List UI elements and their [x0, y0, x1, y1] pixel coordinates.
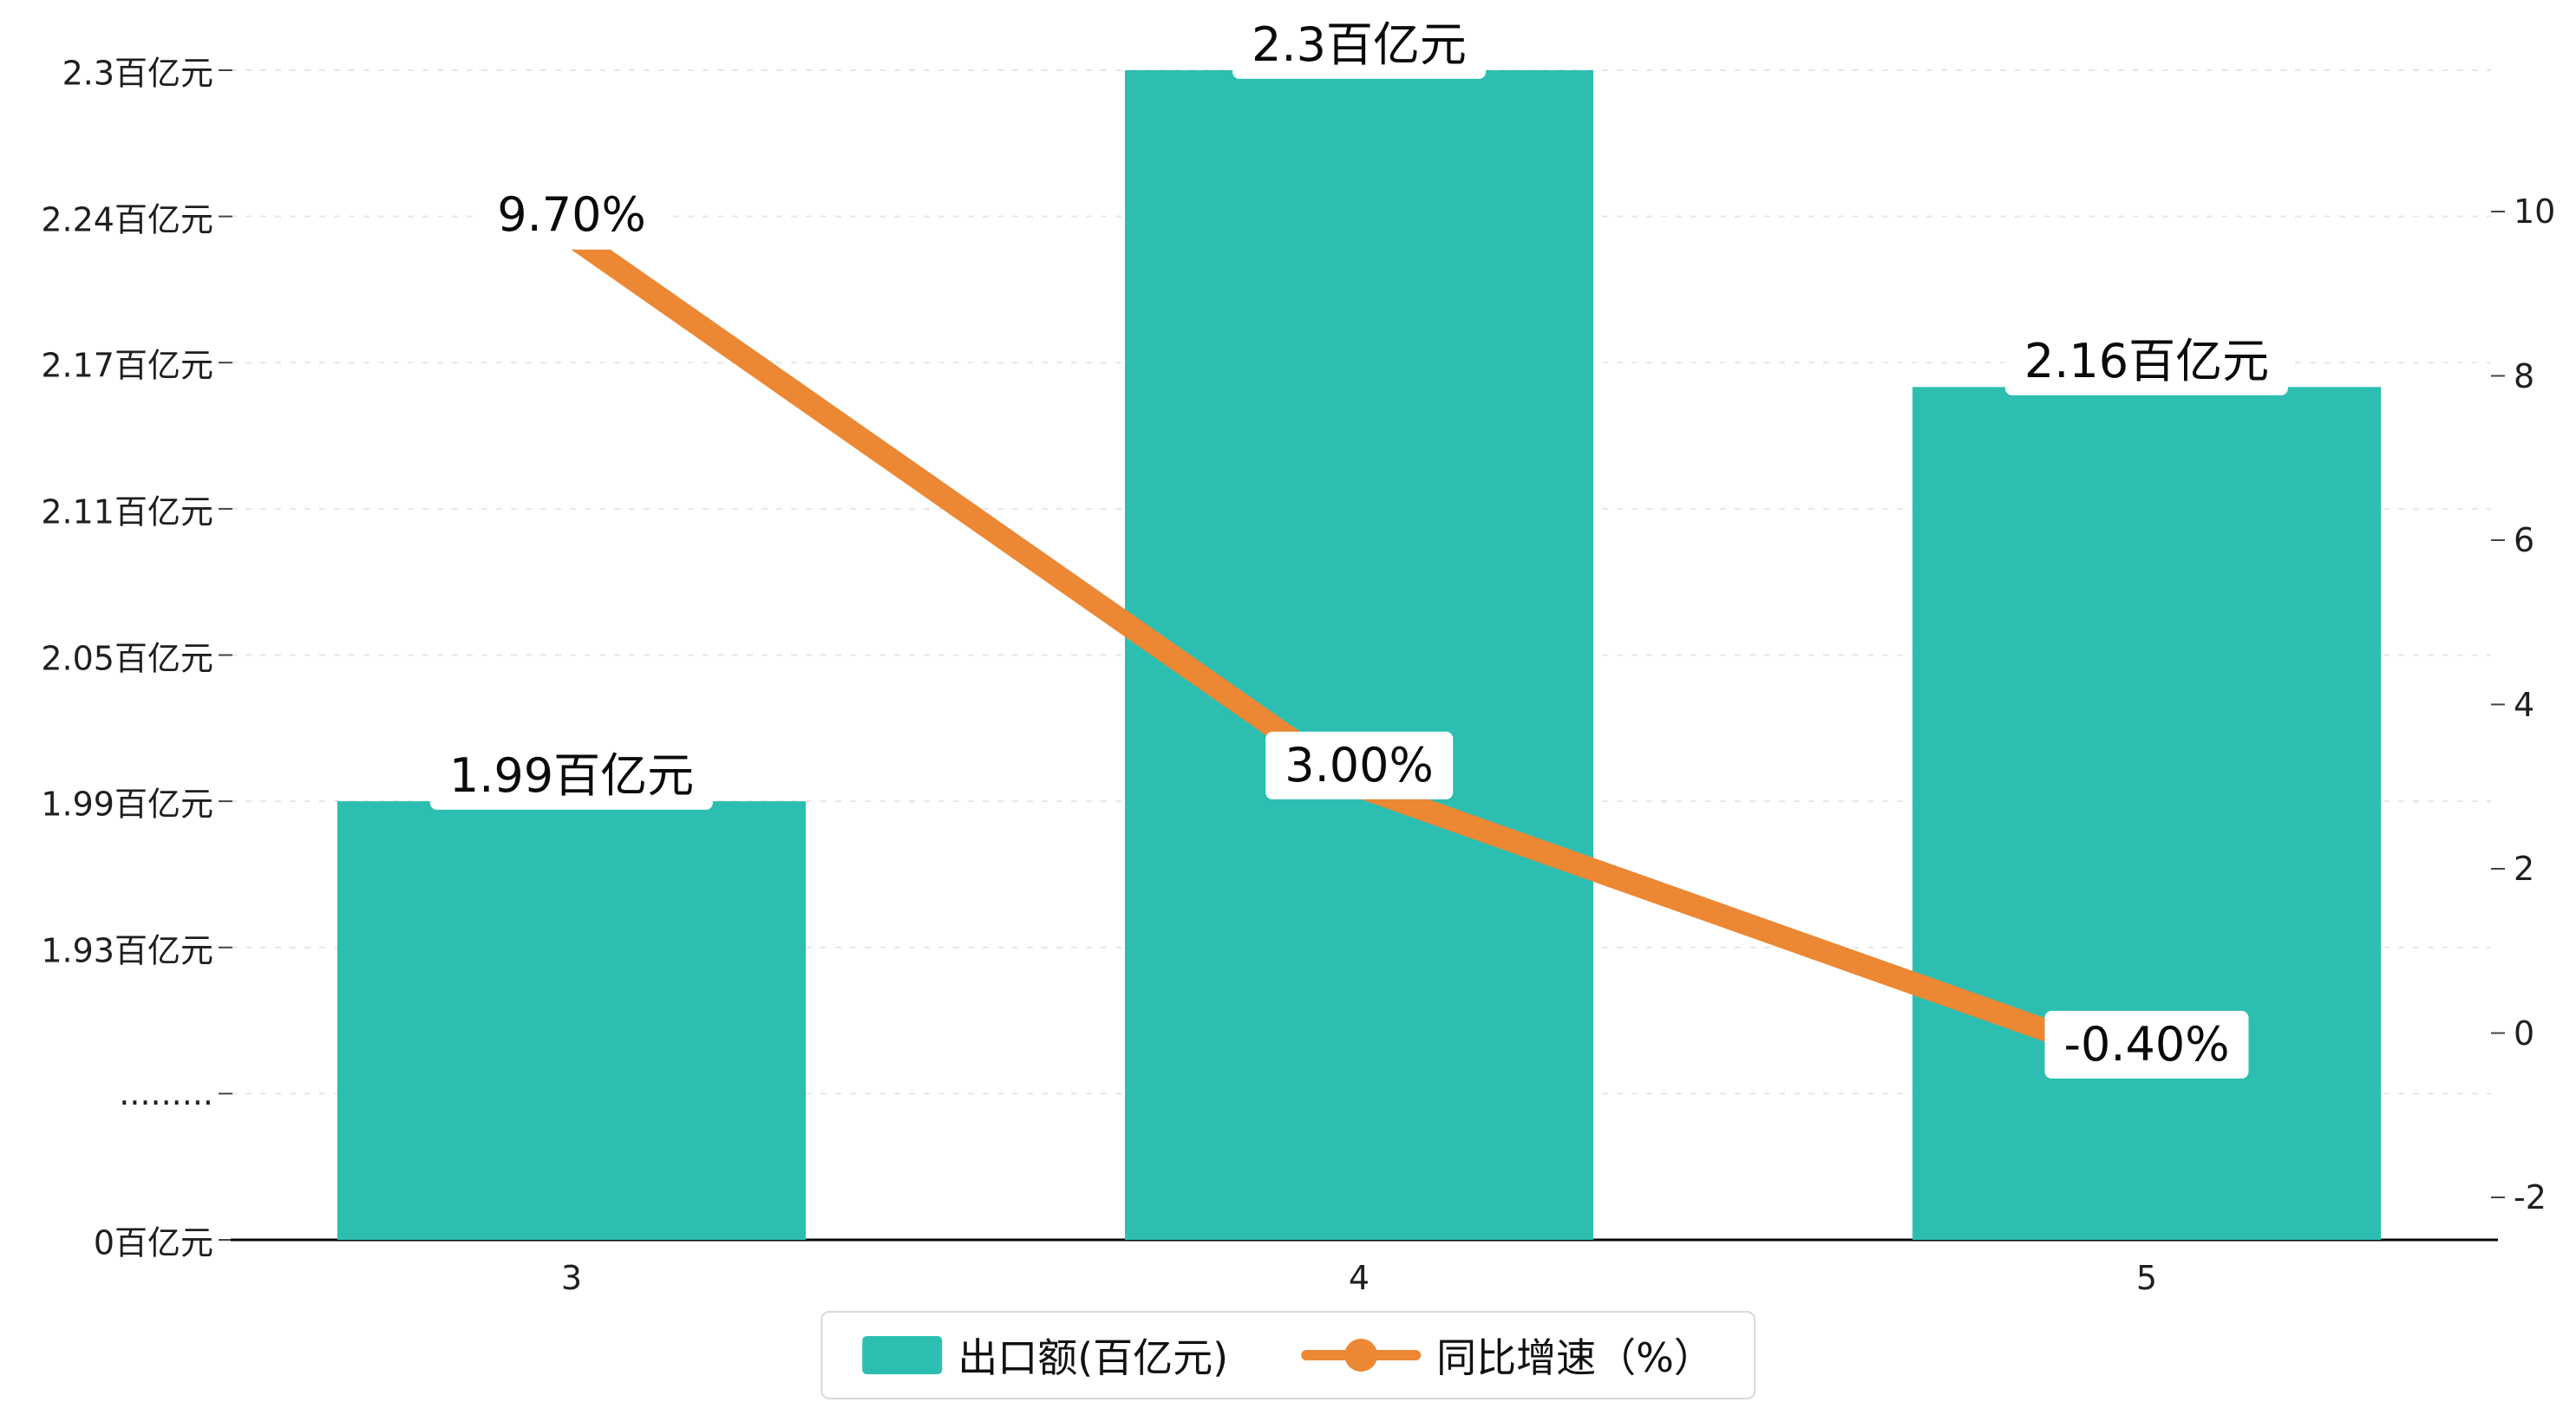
legend: 出口额(百亿元) 同比增速（%）	[821, 1311, 1755, 1399]
legend-line-marker	[1301, 1336, 1422, 1374]
bar-3[interactable]	[337, 801, 806, 1240]
legend-bar-swatch	[862, 1336, 943, 1374]
legend-line-dot	[1344, 1339, 1378, 1372]
bar-4[interactable]	[1125, 70, 1593, 1240]
legend-item-growth[interactable]: 同比增速（%）	[1301, 1327, 1714, 1384]
legend-item-export[interactable]: 出口额(百亿元)	[862, 1327, 1228, 1384]
legend-item-label: 出口额(百亿元)	[958, 1334, 1229, 1381]
bar-5[interactable]	[1912, 387, 2381, 1241]
legend-item-label: 同比增速（%）	[1436, 1334, 1714, 1381]
